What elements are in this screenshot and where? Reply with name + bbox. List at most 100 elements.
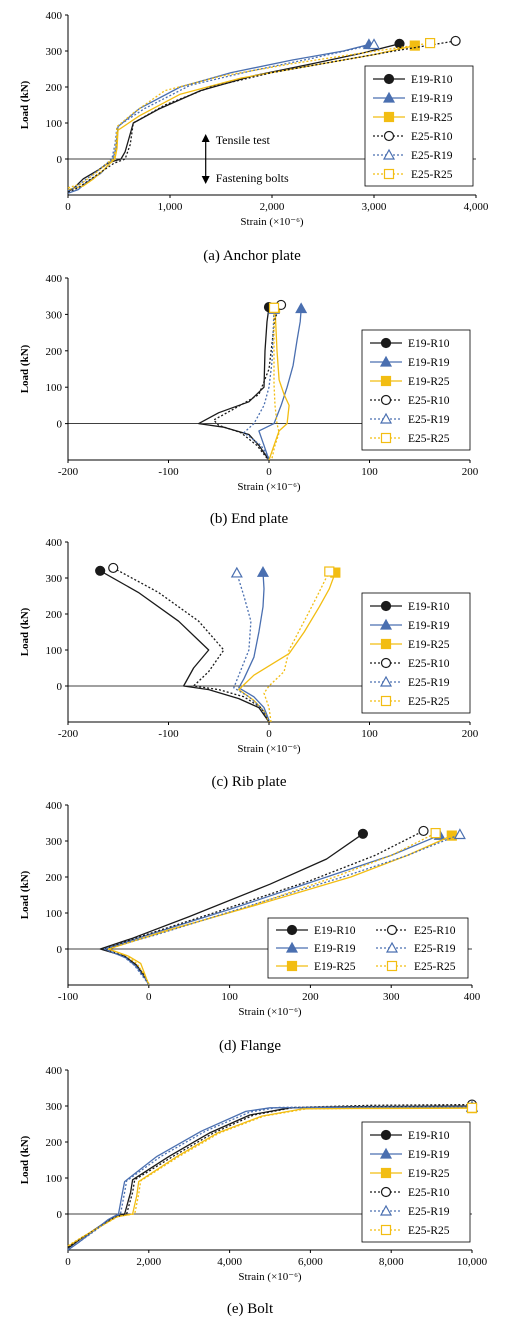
x-tick-label: 8,000 bbox=[379, 1256, 404, 1268]
legend-label-E25-R10: E25-R10 bbox=[408, 1187, 450, 1199]
legend-label-E19-R10: E19-R10 bbox=[408, 601, 450, 613]
legend-label-E25-R10: E25-R10 bbox=[414, 925, 456, 937]
y-tick-label: 0 bbox=[57, 419, 63, 431]
legend-marker-E25-R25 bbox=[380, 695, 392, 707]
panel-caption: (a) Anchor plate bbox=[203, 248, 301, 264]
legend: E19-R10 E19-R19 E19-R25 E25-R10 E25-R19 E25-R… bbox=[361, 592, 471, 714]
legend-marker-E25-R19 bbox=[385, 941, 399, 953]
legend-label-E19-R19: E19-R19 bbox=[408, 620, 450, 632]
legend-box bbox=[361, 592, 471, 714]
series-marker-E25-R25 bbox=[425, 37, 436, 49]
y-tick-label: 100 bbox=[46, 118, 63, 130]
legend-label-E25-R25: E25-R25 bbox=[408, 433, 450, 445]
legend-marker-E19-R25 bbox=[380, 1167, 392, 1179]
x-tick-label: -200 bbox=[58, 728, 79, 740]
series-marker-E25-R25 bbox=[268, 302, 280, 313]
legend-marker-E19-R19 bbox=[285, 941, 299, 953]
legend-label-E19-R10: E19-R10 bbox=[411, 74, 453, 86]
series-line-E25-R10 bbox=[103, 830, 424, 985]
annotation-tensile-test: Tensile test bbox=[216, 133, 271, 147]
chart-panel-1: 0 100 200 300 400 0 1,000 2,000 3,000 4,000 Strain… bbox=[19, 10, 489, 264]
y-tick-label: 200 bbox=[46, 872, 63, 884]
y-tick-label: 400 bbox=[46, 273, 63, 285]
series-line-E25-R19 bbox=[103, 833, 461, 985]
x-axis-label: Strain (×10⁻⁶) bbox=[237, 743, 301, 755]
legend-label-E25-R25: E25-R25 bbox=[411, 169, 453, 181]
series-marker-E19-R10 bbox=[357, 828, 369, 839]
panel-caption: (c) Rib plate bbox=[212, 774, 287, 790]
x-tick-label: 0 bbox=[266, 728, 272, 740]
arrow-head-down bbox=[201, 176, 210, 184]
legend-label-E19-R19: E19-R19 bbox=[408, 1149, 450, 1161]
x-tick-label: 100 bbox=[361, 728, 378, 740]
legend-marker-E25-R19 bbox=[379, 1204, 393, 1216]
x-axis-label: Strain (×10⁻⁶) bbox=[238, 1006, 302, 1018]
y-tick-label: 0 bbox=[57, 154, 63, 166]
legend: E19-R10 E19-R19 E19-R25 E25-R10 E25-R19 E25-R… bbox=[361, 1121, 471, 1243]
y-tick-label: 400 bbox=[46, 1065, 63, 1077]
y-tick-label: 100 bbox=[46, 908, 63, 920]
annotation-fastening-bolts: Fastening bolts bbox=[216, 171, 289, 185]
y-tick-label: 300 bbox=[46, 836, 63, 848]
legend-marker-E25-R19 bbox=[379, 412, 393, 424]
series-line-E19-R10 bbox=[99, 570, 270, 723]
x-tick-label: 400 bbox=[464, 991, 481, 1003]
x-tick-label: 3,000 bbox=[362, 201, 387, 213]
series-marker-E25-R19 bbox=[230, 566, 243, 578]
legend-label-E25-R19: E25-R19 bbox=[408, 1206, 450, 1218]
series-marker-E19-R10 bbox=[95, 565, 106, 576]
legend-marker-E19-R10 bbox=[380, 337, 392, 349]
legend-marker-E25-R10 bbox=[380, 394, 392, 406]
legend-label-E19-R25: E19-R25 bbox=[408, 1168, 450, 1180]
legend: E19-R10 E19-R19 E19-R25 E25-R10 E25-R19 E25-R… bbox=[364, 65, 474, 187]
x-axis-label: Strain (×10⁻⁶) bbox=[238, 1271, 302, 1283]
series-line-E25-R19 bbox=[67, 1106, 472, 1250]
series-line-E19-R19 bbox=[103, 834, 440, 986]
legend-label-E19-R19: E19-R19 bbox=[314, 943, 356, 955]
legend-marker-E25-R10 bbox=[380, 1186, 392, 1198]
series-marker-E25-R10 bbox=[450, 35, 461, 47]
legend-marker-E25-R10 bbox=[386, 924, 398, 936]
series-line-E25-R25 bbox=[107, 832, 436, 984]
legend-marker-E19-R10 bbox=[286, 924, 298, 936]
y-tick-label: 0 bbox=[57, 681, 63, 693]
legend-label-E25-R19: E25-R19 bbox=[414, 943, 456, 955]
y-axis-label: Load (kN) bbox=[19, 80, 31, 129]
legend: E19-R10 E25-R10 E19-R19 E25-R19 E19-R25 E25-R… bbox=[267, 917, 469, 979]
x-tick-label: 300 bbox=[383, 991, 400, 1003]
series-marker-E19-R19 bbox=[295, 302, 308, 314]
series-line-E25-R19 bbox=[243, 309, 275, 459]
x-tick-label: 0 bbox=[146, 991, 152, 1003]
legend-label-E19-R10: E19-R10 bbox=[408, 338, 450, 350]
legend-marker-E19-R19 bbox=[379, 1147, 393, 1159]
x-tick-label: 200 bbox=[462, 466, 479, 478]
legend: E19-R10 E19-R19 E19-R25 E25-R10 E25-R19 E25-R… bbox=[361, 329, 471, 451]
legend-label-E19-R25: E19-R25 bbox=[411, 112, 453, 124]
series-marker-E19-R19 bbox=[256, 566, 269, 577]
legend-label-E25-R10: E25-R10 bbox=[408, 658, 450, 670]
chart-panel-3: 0 100 200 300 400 -200 -100 0 100 200 Strain (×10⁻… bbox=[19, 537, 479, 790]
legend-marker-E25-R19 bbox=[382, 148, 396, 160]
legend-marker-E19-R25 bbox=[380, 375, 392, 387]
y-tick-label: 0 bbox=[57, 1209, 63, 1221]
legend-label-E19-R19: E19-R19 bbox=[408, 357, 450, 369]
legend-marker-E19-R19 bbox=[379, 618, 393, 630]
legend-marker-E25-R10 bbox=[380, 657, 392, 669]
legend-box bbox=[361, 329, 471, 451]
series-line-E25-R10 bbox=[67, 40, 456, 193]
legend-marker-E19-R25 bbox=[380, 638, 392, 650]
x-tick-label: 6,000 bbox=[298, 1256, 323, 1268]
y-tick-label: 300 bbox=[46, 1101, 63, 1113]
y-tick-label: 300 bbox=[46, 46, 63, 58]
panel-caption: (d) Flange bbox=[219, 1038, 281, 1054]
series-marker-E25-R25 bbox=[466, 1102, 478, 1113]
y-tick-label: 200 bbox=[46, 1137, 63, 1149]
legend-marker-E25-R25 bbox=[380, 432, 392, 444]
x-tick-label: 10,000 bbox=[457, 1256, 488, 1268]
series-line-E19-R19 bbox=[238, 572, 270, 721]
legend-label-E25-R19: E25-R19 bbox=[408, 414, 450, 426]
legend-box bbox=[364, 65, 474, 187]
legend-marker-E19-R25 bbox=[286, 960, 298, 972]
legend-label-E19-R10: E19-R10 bbox=[314, 925, 356, 937]
legend-label-E25-R19: E25-R19 bbox=[408, 677, 450, 689]
